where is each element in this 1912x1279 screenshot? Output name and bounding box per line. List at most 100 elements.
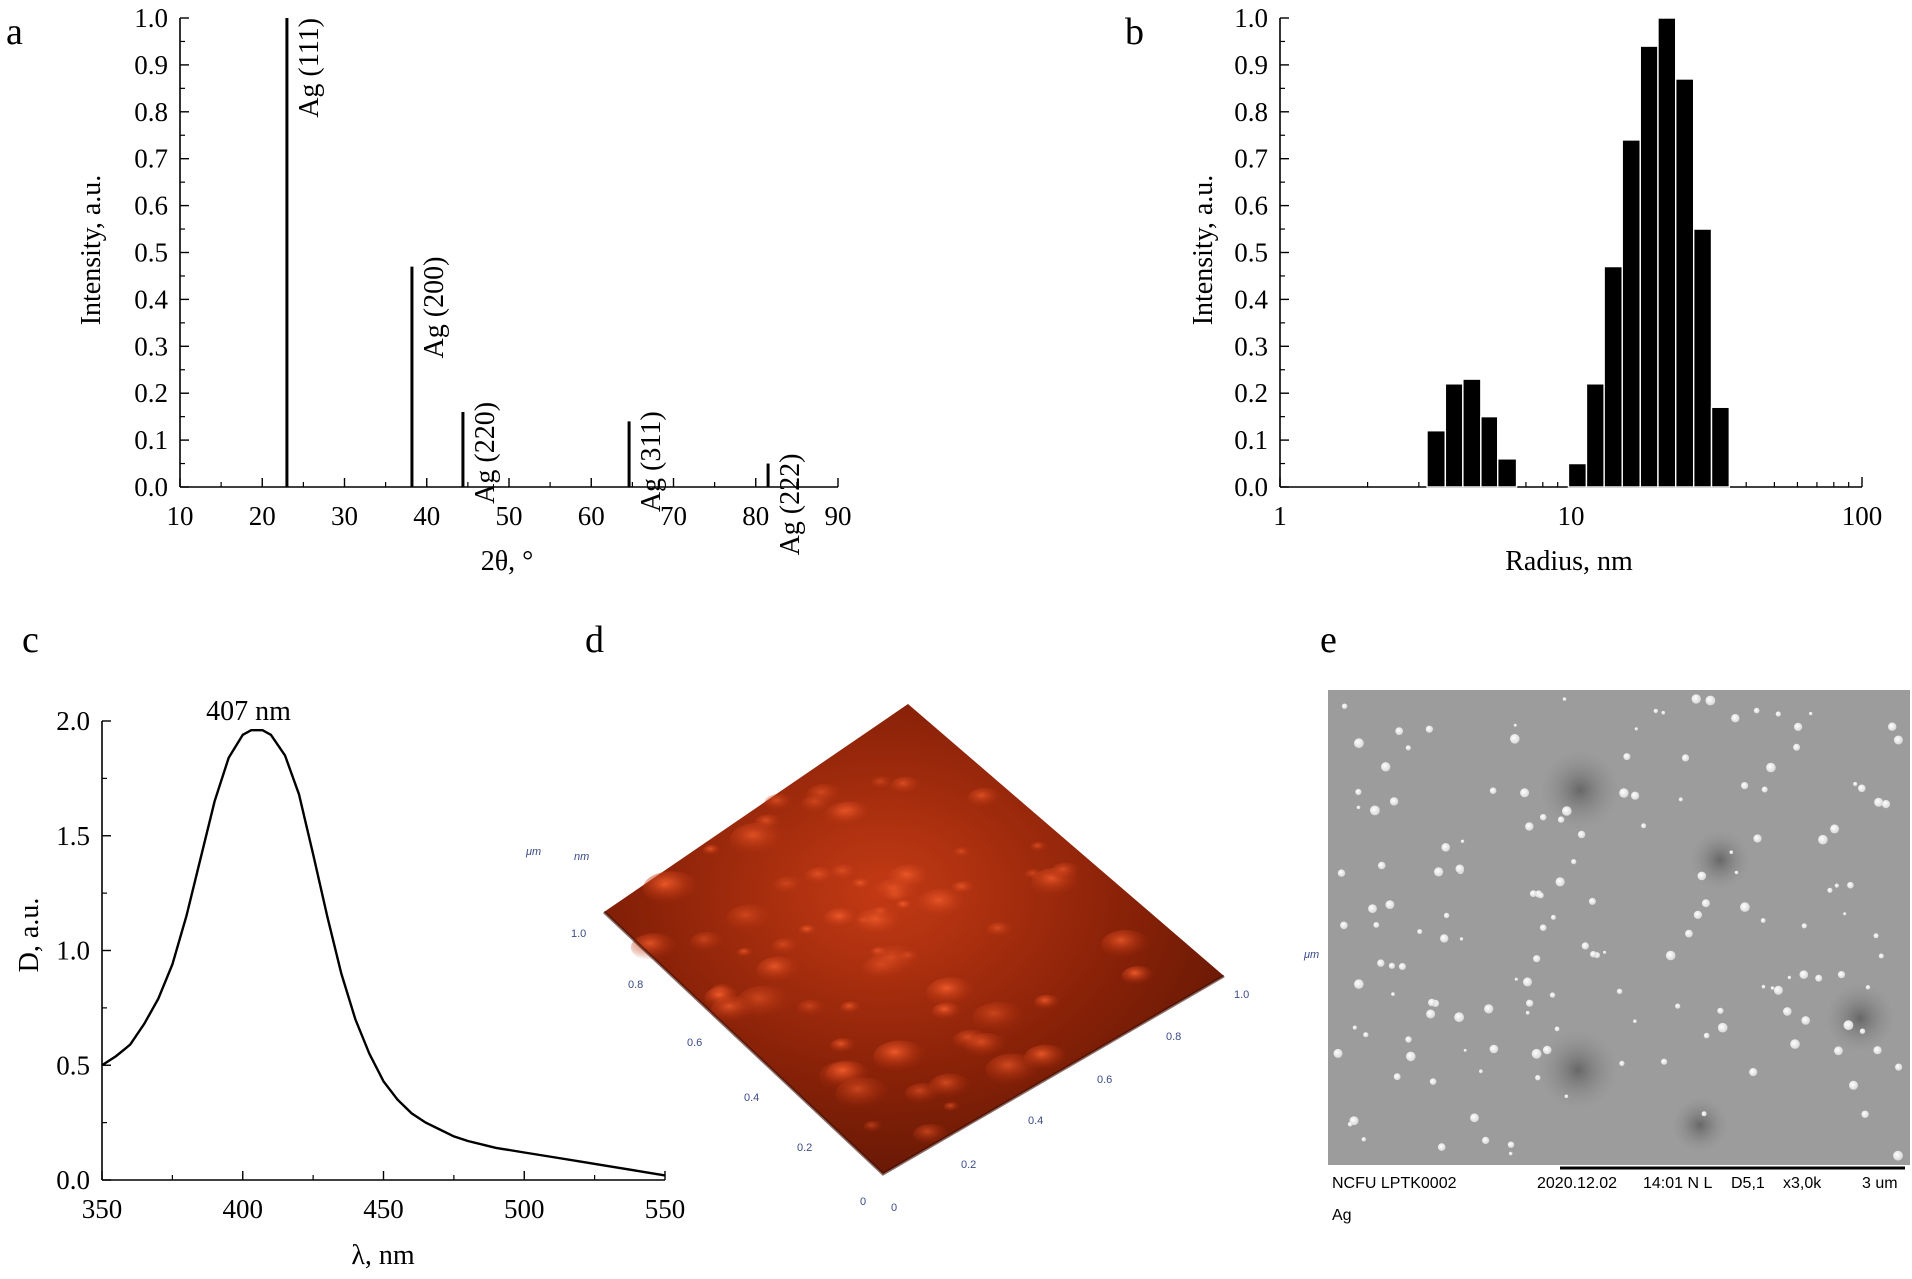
afm-surface-edge	[602, 910, 1225, 1176]
sem-particle	[1681, 754, 1690, 762]
sem-particle	[1787, 975, 1792, 980]
afm-surface-grain	[1023, 1044, 1068, 1072]
sem-particle	[1703, 1032, 1710, 1039]
sem-particle	[1429, 1078, 1437, 1085]
sem-particle	[1459, 937, 1464, 941]
sem-dark-spot	[1690, 830, 1750, 890]
sem-particle	[1455, 864, 1465, 874]
sem-particle	[1482, 1136, 1490, 1144]
afm-surface-grain	[798, 924, 819, 937]
sem-particle	[1531, 1048, 1542, 1059]
sem-particle	[1389, 797, 1399, 806]
afm-surface-grain	[950, 880, 978, 897]
dls-y-axis-label: Intensity, a.u.	[1188, 175, 1219, 326]
sem-particle	[1893, 1150, 1903, 1161]
sem-particle	[1333, 1048, 1343, 1058]
afm-surface-grain	[655, 880, 676, 893]
uvvis-y-tick-label: 0.0	[56, 1165, 90, 1195]
sem-particle	[1881, 800, 1891, 809]
sem-particle	[1790, 1039, 1800, 1049]
afm-surface-grain	[825, 1061, 868, 1087]
dls-axes	[1279, 17, 1863, 488]
xrd-y-tick-label: 0.9	[134, 50, 168, 80]
sem-particle	[1693, 910, 1702, 920]
dls-histogram	[1426, 17, 1731, 488]
afm-surface-grain	[729, 822, 789, 858]
afm-x-tick: 0.8	[1166, 1031, 1181, 1043]
sem-particle	[1858, 784, 1866, 793]
sem-particle	[1766, 762, 1776, 773]
afm-surface-grain	[1034, 994, 1061, 1011]
dls-bar	[1585, 383, 1605, 488]
sem-image: NCFU LPTK0002 2020.12.02 14:01 N L D5,1 …	[1328, 690, 1910, 1224]
sem-particle	[1623, 753, 1631, 761]
sem-particle	[1554, 1026, 1560, 1032]
sem-particle	[1363, 1032, 1369, 1038]
xrd-x-tick-label: 60	[578, 501, 605, 531]
sem-particle	[1340, 921, 1348, 930]
dls-bar	[1675, 78, 1695, 488]
uvvis-y-axis-label: D, a.u.	[14, 898, 45, 973]
afm-surface-grain	[873, 1040, 927, 1073]
xrd-y-tick-label: 1.0	[134, 3, 168, 33]
sem-particle	[1354, 738, 1364, 749]
sem-particle	[1352, 1025, 1357, 1030]
sem-particle	[1537, 892, 1544, 899]
sem-particle	[1859, 1028, 1866, 1034]
sem-particle	[1818, 834, 1828, 845]
xrd-y-tick-label: 0.6	[134, 191, 168, 221]
dls-x-tick-label: 1	[1273, 501, 1287, 531]
uvvis-peak-annotation: 407 nm	[206, 696, 291, 727]
sem-particle	[1809, 711, 1813, 716]
afm-surface-grain	[772, 876, 807, 897]
dls-y-tick-label: 0.9	[1234, 50, 1268, 80]
sem-particle	[1337, 869, 1346, 877]
sem-particle	[1675, 1003, 1681, 1009]
sem-particle	[1801, 1016, 1810, 1025]
sem-particle	[1830, 824, 1840, 834]
sem-particle	[1398, 963, 1406, 970]
dls-x-axis-label: Radius, nm	[1505, 546, 1633, 577]
afm-x-tick: 0.6	[1097, 1074, 1112, 1086]
xrd-peak-label: Ag (111)	[294, 18, 325, 118]
sem-particle	[1555, 877, 1565, 887]
sem-particle	[1837, 971, 1846, 979]
sem-particle	[1603, 950, 1607, 954]
uvvis-y-tick-label: 0.5	[56, 1050, 90, 1080]
xrd-chart: 0.0 0.1 0.2 0.3 0.4 0.5 0.6 0.7 0.8 0.9 1.0 10 20 30 4…	[76, 3, 852, 577]
afm-surface-grain	[704, 986, 741, 1009]
sem-particle	[1717, 1007, 1724, 1014]
afm-surface-features	[630, 776, 1155, 1146]
afm-surface-grain	[1051, 862, 1082, 881]
afm-surface-grain	[869, 945, 925, 979]
sem-dark-spot	[1540, 750, 1620, 830]
sem-particle	[1539, 924, 1547, 931]
uvvis-absorbance-line	[101, 729, 666, 1177]
dls-chart: 0.00.10.20.30.40.50.60.70.80.91.01 10 100 …	[1188, 3, 1882, 577]
dls-y-tick-label: 0.3	[1234, 331, 1268, 361]
sem-particle	[1489, 1044, 1499, 1054]
dls-bar	[1567, 462, 1588, 488]
uvvis-y-tick-label: 1.0	[56, 936, 90, 966]
sem-particle	[1717, 1022, 1728, 1033]
afm-surface-grain	[764, 793, 795, 813]
afm-surface-grain	[965, 1033, 1007, 1059]
sem-particle	[1441, 843, 1450, 852]
dls-y-tick-label: 1.0	[1234, 3, 1268, 33]
afm-x-tick: 0.4	[1028, 1115, 1043, 1127]
sem-particle	[1526, 999, 1534, 1007]
sem-particle	[1793, 743, 1801, 751]
sem-particle	[1542, 1045, 1552, 1055]
afm-z-tick: 1.0	[571, 928, 586, 940]
afm-y-axis-ticks: 0 0.2 0.4 0.6 0.8	[628, 979, 866, 1208]
afm-unit-um-right: μm	[1303, 949, 1319, 961]
sem-particle	[1564, 1094, 1569, 1099]
uvvis-tick-labels: 0.0 0.5 1.0 1.5 2.0 350 400 450 500 550	[56, 706, 685, 1224]
sem-particle	[1557, 816, 1565, 823]
dls-bar	[1710, 406, 1731, 488]
xrd-peak-label: Ag (311)	[636, 411, 667, 512]
afm-surface-grain	[1101, 929, 1151, 960]
sem-particle	[1341, 703, 1348, 709]
dls-y-tick-label: 0.6	[1234, 191, 1268, 221]
sem-dark-spot	[1825, 983, 1895, 1053]
